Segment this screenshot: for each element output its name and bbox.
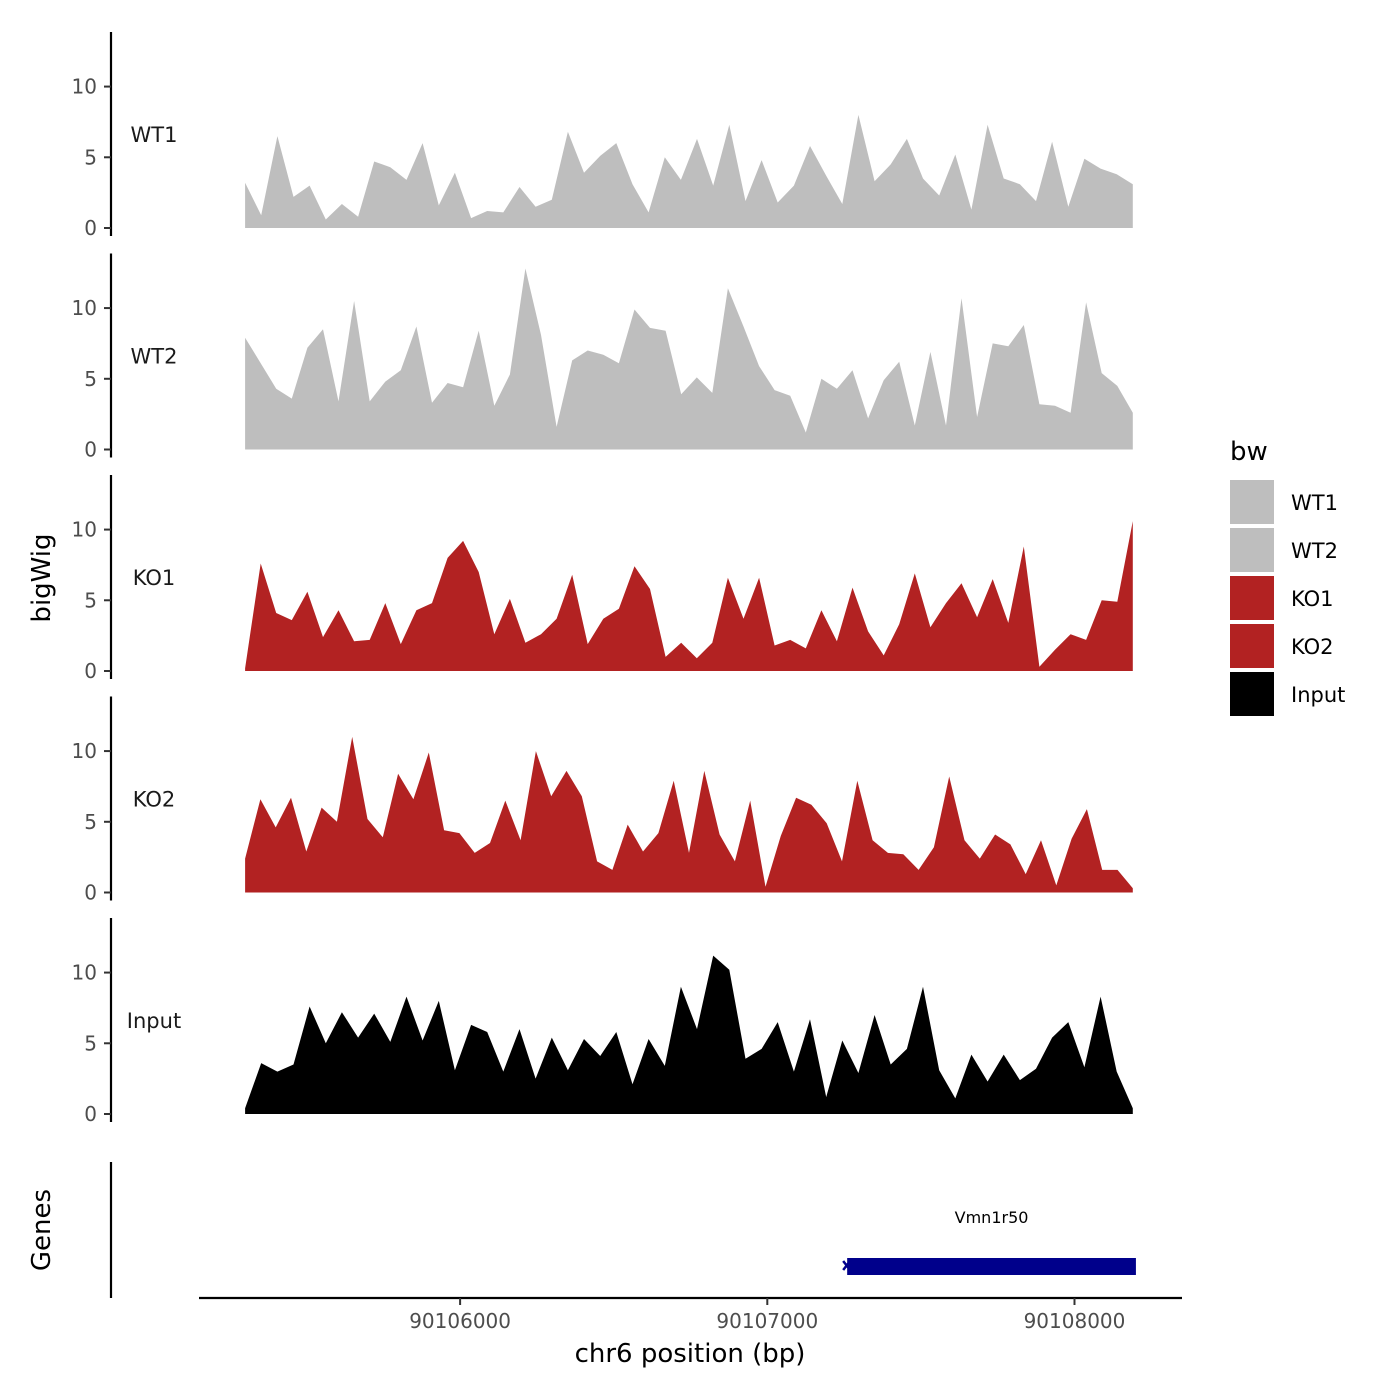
legend-title: bw xyxy=(1230,437,1268,467)
track-label: WT2 xyxy=(131,345,178,369)
genes-axis-title: Genes xyxy=(27,1189,57,1271)
x-axis: 90106000 90107000 90108000 xyxy=(199,1296,1182,1333)
legend-item-ko1: KO1 xyxy=(1230,576,1334,620)
legend-label: WT1 xyxy=(1291,491,1338,515)
tracks-panel: 0 5 10 WT1 0 5 10 WT2 0 5 10 KO1 0 5 10 KO2 0 5 10 Input xyxy=(72,32,1133,1126)
strand-arrow-icon xyxy=(842,1260,852,1271)
x-tick-label: 90106000 xyxy=(409,1309,511,1333)
y-tick-label: 5 xyxy=(84,367,97,391)
legend: bw WT1 WT2 KO1 KO2 Input xyxy=(1230,437,1345,716)
legend-swatch xyxy=(1230,672,1274,716)
x-tick-label: 90107000 xyxy=(716,1309,818,1333)
legend-label: KO1 xyxy=(1291,587,1334,611)
legend-swatch xyxy=(1230,528,1274,572)
track-label: KO2 xyxy=(133,788,176,812)
gene-label: Vmn1r50 xyxy=(955,1208,1029,1227)
y-tick-label: 0 xyxy=(84,438,97,462)
legend-item-wt1: WT1 xyxy=(1230,480,1338,524)
track-label: KO1 xyxy=(133,566,176,590)
signal-area-ko1 xyxy=(245,521,1133,671)
x-tick-label: 90108000 xyxy=(1024,1309,1126,1333)
legend-label: KO2 xyxy=(1291,635,1334,659)
legend-item-ko2: KO2 xyxy=(1230,624,1334,668)
track-ko2: 0 5 10 KO2 xyxy=(72,696,1133,905)
track-label: Input xyxy=(127,1009,181,1033)
gene: Vmn1r50 xyxy=(842,1208,1136,1275)
y-tick-label: 10 xyxy=(72,739,97,763)
legend-label: WT2 xyxy=(1291,539,1338,563)
y-tick-label: 0 xyxy=(84,881,97,905)
track-wt1: 0 5 10 WT1 xyxy=(72,32,1133,240)
y-tick-label: 10 xyxy=(72,296,97,320)
track-wt2: 0 5 10 WT2 xyxy=(72,253,1133,462)
signal-area-ko2 xyxy=(245,736,1133,893)
genes-panel: Vmn1r50 xyxy=(109,1162,1136,1298)
legend-item-input: Input xyxy=(1230,672,1345,716)
y-tick-label: 10 xyxy=(72,518,97,542)
x-axis-title: chr6 position (bp) xyxy=(575,1339,806,1369)
track-ko1: 0 5 10 KO1 xyxy=(72,475,1133,683)
legend-item-wt2: WT2 xyxy=(1230,528,1338,572)
track-label: WT1 xyxy=(131,123,178,147)
legend-swatch xyxy=(1230,624,1274,668)
y-tick-label: 10 xyxy=(72,961,97,985)
signal-area-wt2 xyxy=(245,268,1133,450)
track-input: 0 5 10 Input xyxy=(72,918,1133,1126)
y-tick-label: 0 xyxy=(84,1102,97,1126)
y-tick-label: 5 xyxy=(84,1031,97,1055)
y-tick-label: 5 xyxy=(84,588,97,612)
legend-label: Input xyxy=(1291,683,1345,707)
y-tick-label: 5 xyxy=(84,810,97,834)
y-axis-title: bigWig xyxy=(27,533,57,622)
y-tick-label: 0 xyxy=(84,659,97,683)
signal-area-wt1 xyxy=(245,114,1133,228)
signal-area-input xyxy=(245,955,1133,1114)
y-tick-label: 10 xyxy=(72,75,97,99)
legend-swatch xyxy=(1230,480,1274,524)
gene-body xyxy=(847,1258,1136,1275)
legend-swatch xyxy=(1230,576,1274,620)
y-tick-label: 5 xyxy=(84,145,97,169)
y-tick-label: 0 xyxy=(84,216,97,240)
